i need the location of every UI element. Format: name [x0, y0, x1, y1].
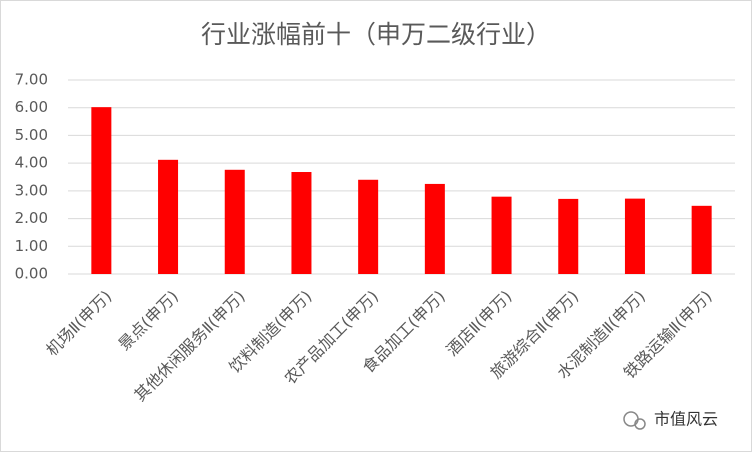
y-tick-label: 6.00	[15, 98, 48, 116]
bar	[291, 172, 312, 274]
bar	[424, 183, 445, 274]
y-tick-label: 3.00	[15, 181, 48, 199]
chart-title: 行业涨幅前十（申万二级行业）	[201, 20, 551, 49]
y-tick-label: 7.00	[15, 71, 48, 89]
bar	[158, 159, 179, 274]
y-tick-label: 2.00	[15, 209, 48, 227]
bar	[624, 198, 645, 274]
watermark-icon	[623, 411, 646, 430]
y-tick-label: 1.00	[15, 237, 48, 255]
bar	[691, 205, 712, 274]
bar	[558, 198, 579, 274]
y-tick-label: 5.00	[15, 126, 48, 144]
bar	[491, 196, 512, 274]
bar	[224, 169, 245, 274]
y-tick-label: 4.00	[15, 154, 48, 172]
bar	[358, 179, 379, 274]
y-tick-label: 0.00	[15, 265, 48, 283]
watermark: 市值风云	[654, 410, 718, 429]
bar	[91, 107, 112, 274]
